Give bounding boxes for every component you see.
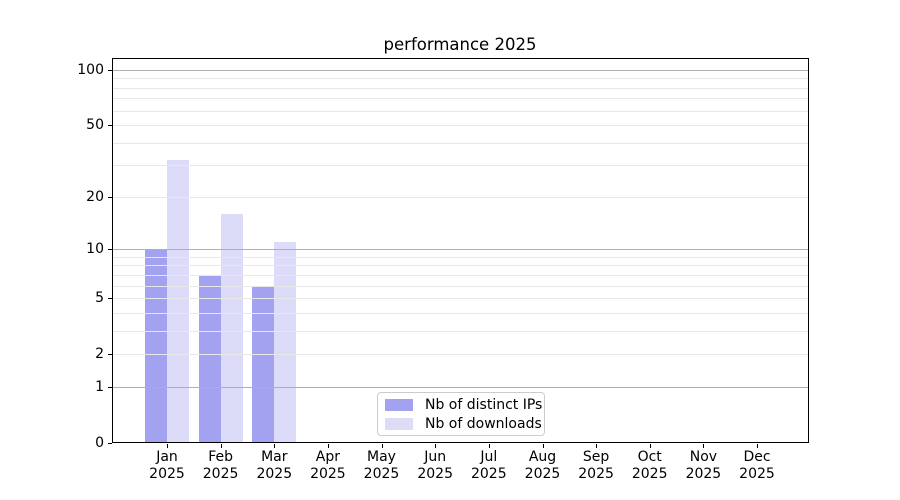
minor-gridline-50	[113, 125, 808, 127]
x-label-month: Feb	[208, 449, 233, 465]
minor-gridline-6	[113, 285, 808, 287]
legend-swatch-distinct-ips	[385, 398, 413, 411]
x-tick-label-feb-2025: Feb 2025	[189, 449, 253, 483]
x-tick-dec-2025	[757, 444, 758, 448]
minor-gridline-5	[113, 298, 808, 300]
major-gridline-100	[113, 69, 808, 71]
x-tick-may-2025	[381, 444, 383, 448]
legend-label-downloads: Nb of downloads	[425, 415, 542, 432]
minor-gridline-60	[113, 110, 808, 112]
x-label-month: Dec	[743, 449, 771, 465]
y-tick-label-100: 100	[77, 61, 104, 78]
minor-gridline-7	[113, 274, 808, 276]
minor-gridline-70	[113, 98, 808, 100]
bar-nb-of-distinct-ips-mar-2025	[252, 285, 275, 443]
y-tick-100	[108, 69, 112, 71]
y-tick-1	[108, 387, 112, 388]
x-label-month: Apr	[315, 449, 340, 465]
x-label-month: Aug	[528, 449, 557, 465]
minor-gridline-30	[113, 165, 808, 167]
legend-label-distinct-ips: Nb of distinct IPs	[425, 396, 543, 413]
x-label-month: Jun	[424, 449, 447, 465]
minor-gridline-80	[113, 87, 808, 89]
bar-nb-of-distinct-ips-jan-2025	[145, 249, 167, 443]
x-label-year: 2025	[149, 466, 185, 482]
legend-item-distinct-ips: Nb of distinct IPs	[385, 395, 544, 414]
x-label-year: 2025	[310, 466, 346, 482]
y-tick-label-0: 0	[95, 435, 104, 451]
x-tick-label-aug-2025: Aug 2025	[511, 449, 575, 483]
legend-swatch-downloads	[385, 417, 413, 430]
x-label-month: Jan	[156, 449, 178, 465]
x-label-month: Jul	[480, 449, 498, 465]
x-label-year: 2025	[256, 466, 293, 482]
x-tick-sep-2025	[596, 444, 598, 448]
x-tick-label-oct-2025: Oct 2025	[618, 449, 682, 483]
x-tick-nov-2025	[703, 444, 705, 448]
y-tick-50	[108, 125, 112, 127]
minor-gridline-40	[113, 142, 808, 144]
chart-title: performance 2025	[383, 35, 537, 54]
x-tick-mar-2025	[274, 444, 276, 448]
x-label-year: 2025	[363, 466, 400, 482]
y-tick-label-20: 20	[86, 188, 104, 205]
y-tick-20	[108, 196, 112, 198]
bar-nb-of-downloads-mar-2025	[274, 242, 297, 443]
x-tick-jul-2025	[488, 444, 490, 448]
x-label-year: 2025	[417, 466, 453, 482]
y-tick-10	[108, 249, 112, 251]
x-tick-label-mar-2025: Mar 2025	[242, 449, 306, 483]
x-tick-label-nov-2025: Nov 2025	[671, 449, 735, 483]
x-label-month: May	[367, 449, 396, 465]
legend: Nb of distinct IPs Nb of downloads	[377, 392, 545, 436]
y-tick-label-1: 1	[95, 379, 104, 395]
x-label-year: 2025	[631, 466, 668, 482]
x-tick-label-dec-2025: Dec 2025	[725, 449, 789, 483]
major-gridline-10	[113, 249, 808, 251]
x-tick-label-jan-2025: Jan 2025	[135, 449, 199, 483]
x-tick-jun-2025	[435, 444, 437, 448]
y-tick-5	[108, 298, 112, 300]
x-tick-label-may-2025: May 2025	[350, 449, 414, 483]
y-tick-2	[108, 354, 112, 356]
major-gridline-1	[113, 387, 808, 388]
bar-nb-of-downloads-feb-2025	[220, 213, 243, 443]
x-tick-aug-2025	[542, 444, 544, 448]
minor-gridline-20	[113, 196, 808, 198]
y-tick-label-10: 10	[86, 241, 104, 258]
minor-gridline-3	[113, 330, 808, 332]
y-tick-0	[108, 443, 112, 444]
x-label-month: Nov	[689, 449, 718, 465]
y-tick-label-5: 5	[95, 290, 104, 307]
minor-gridline-2	[113, 354, 808, 356]
x-tick-oct-2025	[649, 444, 651, 448]
x-tick-feb-2025	[220, 444, 222, 448]
x-label-month: Sep	[582, 449, 610, 465]
y-tick-label-50: 50	[86, 117, 104, 134]
minor-gridline-4	[113, 312, 808, 314]
minor-gridline-9	[113, 256, 808, 258]
legend-item-downloads: Nb of downloads	[385, 414, 544, 433]
y-tick-label-2: 2	[95, 346, 104, 363]
x-tick-label-jul-2025: Jul 2025	[457, 449, 521, 483]
bar-nb-of-downloads-jan-2025	[167, 160, 189, 443]
x-label-year: 2025	[202, 466, 239, 482]
x-tick-label-sep-2025: Sep 2025	[564, 449, 628, 483]
x-label-year: 2025	[578, 466, 614, 482]
minor-gridline-8	[113, 265, 808, 267]
x-tick-jan-2025	[167, 444, 168, 448]
bar-nb-of-distinct-ips-feb-2025	[198, 274, 221, 443]
x-label-month: Mar	[261, 449, 288, 465]
x-label-year: 2025	[524, 466, 561, 482]
x-label-month: Oct	[637, 449, 662, 465]
x-label-year: 2025	[739, 466, 775, 482]
x-label-year: 2025	[685, 466, 722, 482]
x-tick-label-jun-2025: Jun 2025	[403, 449, 467, 483]
x-label-year: 2025	[470, 466, 507, 482]
minor-gridline-90	[113, 78, 808, 80]
x-tick-apr-2025	[327, 444, 329, 448]
x-tick-label-apr-2025: Apr 2025	[296, 449, 360, 483]
